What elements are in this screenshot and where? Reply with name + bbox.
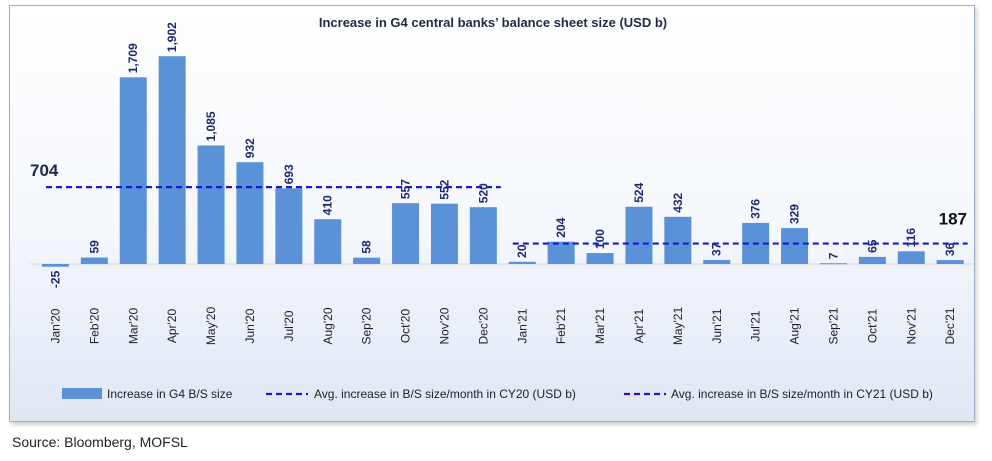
data-label: 1,902 (165, 22, 179, 52)
data-label: 693 (282, 164, 296, 184)
data-label: 552 (437, 179, 451, 199)
data-label: 59 (87, 240, 101, 254)
x-tick-label: Apr'20 (165, 309, 179, 344)
data-label: 376 (749, 199, 763, 219)
x-tick-label: Jul'20 (282, 310, 296, 341)
bar (119, 77, 147, 264)
data-label: 116 (904, 228, 918, 248)
x-tick-label: Nov'20 (437, 307, 451, 344)
x-tick-label: May'20 (204, 307, 218, 346)
bar (664, 216, 692, 264)
bar (197, 145, 225, 264)
bar (236, 162, 264, 264)
data-label: 20 (515, 244, 529, 258)
data-label: 204 (554, 217, 568, 237)
data-label: 37 (710, 242, 724, 256)
x-tick-label: Jan'20 (48, 308, 62, 343)
data-label: 100 (593, 229, 607, 249)
x-tick-label: Nov'21 (904, 307, 918, 344)
data-label: 36 (943, 242, 957, 256)
x-tick-label: Jul'21 (749, 310, 763, 341)
bar (353, 257, 381, 264)
average-value-label: 704 (30, 161, 59, 180)
data-label: 1,709 (126, 43, 140, 73)
data-label: -25 (48, 270, 62, 288)
bar (158, 56, 186, 265)
bar (586, 253, 614, 264)
x-tick-label: Apr'21 (632, 309, 646, 344)
average-value-label: 187 (939, 210, 967, 229)
bar (625, 206, 653, 264)
data-label: 1,085 (204, 111, 218, 141)
bar (858, 256, 886, 264)
bar (819, 263, 847, 265)
source-note: Source: Bloomberg, MOFSL (12, 434, 188, 450)
x-tick-label: May'21 (671, 307, 685, 346)
data-label: 932 (243, 138, 257, 158)
x-tick-label: Oct'21 (865, 309, 879, 344)
x-tick-label: Feb'20 (87, 308, 101, 345)
x-tick-label: Aug'20 (321, 307, 335, 344)
data-label: 524 (632, 182, 646, 202)
x-tick-label: Dec'20 (476, 307, 490, 344)
data-label: 432 (671, 192, 685, 212)
legend-swatch-bars (62, 388, 102, 399)
x-tick-label: Jun'21 (710, 308, 724, 343)
chart-title: Increase in G4 central banks’ balance sh… (319, 15, 667, 30)
data-label: 65 (865, 239, 879, 253)
x-tick-label: Feb'21 (554, 308, 568, 345)
bar (41, 264, 69, 267)
x-tick-label: Sep'20 (360, 307, 374, 344)
data-label: 557 (399, 179, 413, 199)
bar (897, 251, 925, 264)
data-label: 58 (360, 240, 374, 254)
chart: Increase in G4 central banks’ balance sh… (30, 15, 974, 401)
bar (392, 203, 420, 264)
x-tick-label: Sep'21 (826, 307, 840, 344)
bar (430, 203, 458, 264)
data-label: 410 (321, 195, 335, 215)
legend-label: Increase in G4 B/S size (107, 387, 233, 401)
bar (703, 259, 731, 264)
data-label: 329 (788, 204, 802, 224)
bar (469, 207, 497, 264)
bar (936, 260, 964, 264)
x-tick-label: Jan'21 (515, 308, 529, 343)
bar (275, 188, 303, 264)
x-tick-label: Mar'20 (126, 308, 140, 345)
data-label: 7 (826, 252, 840, 259)
legend-label: Avg. increase in B/S size/month in CY20 … (314, 387, 576, 401)
x-tick-label: Jun'20 (243, 308, 257, 343)
bar (508, 261, 536, 264)
x-tick-label: Dec'21 (943, 307, 957, 344)
bar (781, 228, 809, 264)
bar (314, 219, 342, 264)
x-tick-label: Mar'21 (593, 308, 607, 345)
bar (547, 241, 575, 264)
bar (80, 257, 108, 264)
x-tick-label: Aug'21 (788, 307, 802, 344)
chart-frame: Increase in G4 central banks’ balance sh… (9, 5, 975, 422)
data-label: 520 (476, 183, 490, 203)
legend-label: Avg. increase in B/S size/month in CY21 … (671, 387, 933, 401)
x-tick-label: Oct'20 (399, 309, 413, 344)
